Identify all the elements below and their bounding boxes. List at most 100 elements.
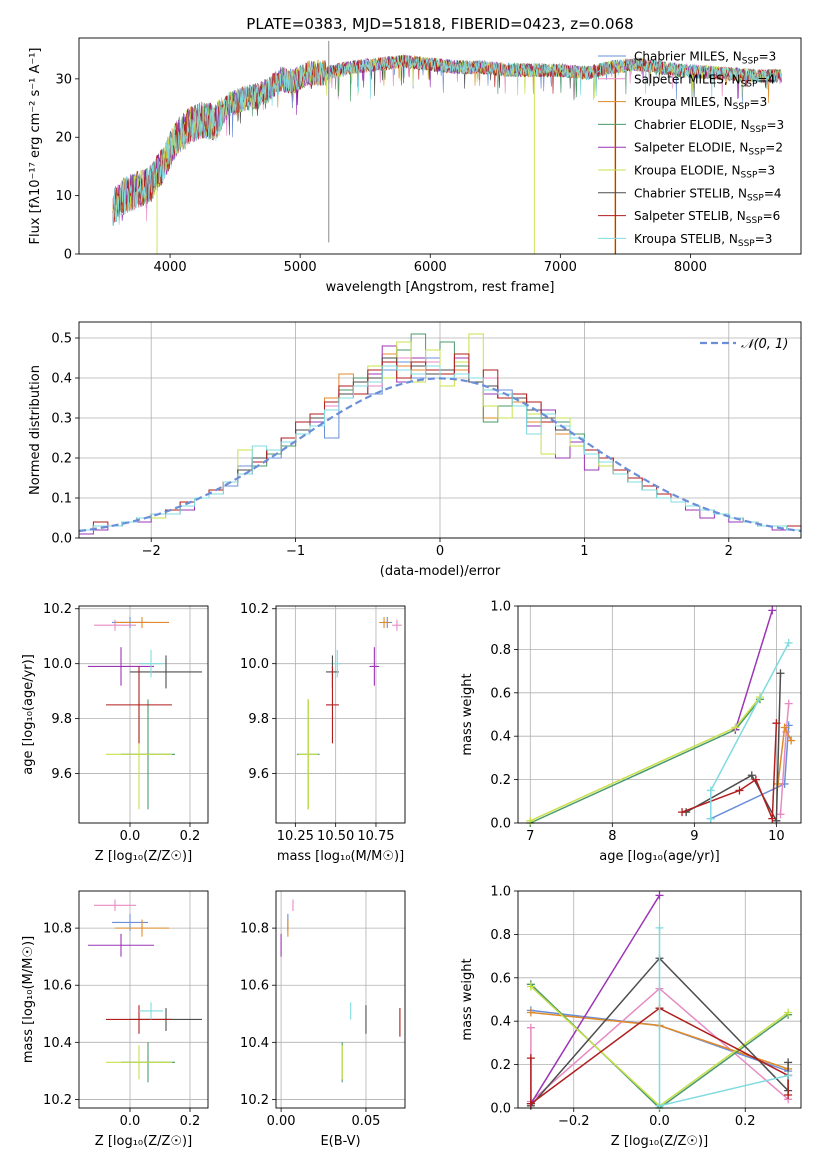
y-tick-label: 0.4	[490, 730, 511, 745]
y-tick-label: 0.1	[51, 492, 72, 507]
weight-marker	[784, 699, 793, 708]
legend-label-value: =3	[755, 232, 773, 246]
x-tick-label: 10.50	[317, 829, 354, 844]
y-tick-label: 0.8	[490, 643, 511, 658]
y-tick-label: 0.6	[490, 686, 511, 701]
weight-marker	[772, 719, 781, 728]
weight-marker	[784, 1058, 793, 1067]
weight-marker	[776, 810, 785, 819]
weight-marker	[655, 923, 664, 932]
legend-label-name: Chabrier MILES, N	[634, 50, 742, 64]
x-axis-label: Z [log₁₀(Z/Z☉)]	[95, 1134, 192, 1149]
legend-label-sub: SSP	[742, 57, 759, 67]
y-tick-label: 10.4	[43, 1036, 72, 1051]
weight-vs-metallicity-panel: −0.2 0.0 0.2 0.0 0.2 0.4 0.6 0.8 1.0 Z [log₁₀(Z/Z…	[460, 885, 802, 1149]
axes-frame	[78, 321, 802, 539]
x-tick-label: 1	[580, 544, 588, 559]
y-tick-label: 1.0	[490, 885, 511, 900]
legend-label-name: Salpeter ELODIE, N	[634, 141, 748, 155]
legend-label-value: =2	[765, 141, 783, 155]
legend-label: Chabrier STELIB, NSSP=4	[634, 186, 782, 203]
x-tick-label: 9	[690, 829, 698, 844]
weight-vs-age-panel: 7 8 9 10 0.0 0.2 0.4 0.6 0.8 1.0 age [log₁₀(age/yr…	[460, 600, 802, 864]
weight-marker	[772, 816, 781, 825]
spectrum-line	[112, 55, 782, 226]
y-tick-label: 9.6	[248, 767, 269, 782]
x-axis-label: wavelength [Angstrom, rest frame]	[326, 280, 555, 295]
legend-label-sub: SSP	[733, 102, 750, 112]
y-axis-label: Flux [fλ10⁻¹⁷ erg cm⁻² s⁻¹ A⁻¹]	[28, 48, 43, 245]
y-tick-label: 10.2	[43, 602, 72, 617]
y-axis-label: mass [log₁₀(M/M☉)]	[21, 936, 36, 1063]
y-tick-label: 10.4	[240, 1036, 269, 1051]
weight-marker	[655, 891, 664, 900]
y-tick-label: 0.0	[490, 1102, 511, 1117]
legend-label-value: =3	[757, 164, 775, 178]
y-tick-label: 10.2	[240, 1093, 269, 1108]
weight-marker	[787, 736, 796, 745]
x-tick-label: 0.05	[351, 1114, 380, 1129]
weight-marker	[526, 816, 535, 825]
legend-label: Chabrier MILES, NSSP=3	[634, 50, 776, 67]
x-tick-label: 8000	[674, 260, 707, 275]
y-tick-label: 9.8	[51, 712, 72, 727]
y-tick-label: 10.2	[43, 1093, 72, 1108]
y-axis-label: mass weight	[460, 673, 475, 755]
legend-label-value: =4	[764, 186, 782, 200]
legend-label: Salpeter MILES, NSSP=4	[634, 72, 775, 89]
mass-vs-extinction-panel: 0.00 0.05 10.2 10.4 10.6 10.8 E(B-V)	[240, 890, 406, 1149]
legend-label-value: =6	[763, 209, 781, 223]
weight-marker	[776, 669, 785, 678]
x-tick-label: 0.00	[267, 1114, 296, 1129]
legend-label: Chabrier ELODIE, NSSP=3	[634, 118, 784, 135]
mass-vs-metallicity-panel: 0.0 0.2 10.2 10.4 10.6 10.8 Z [log₁₀(Z/Z☉)] mas…	[21, 890, 209, 1149]
axes-frame	[78, 605, 209, 824]
legend-label-sub: SSP	[741, 79, 758, 89]
x-axis-label: (data-model)/error	[380, 564, 501, 579]
x-axis-label: Z [log₁₀(Z/Z☉)]	[95, 849, 192, 864]
y-tick-label: 0.2	[51, 452, 72, 467]
x-axis-label: age [log₁₀(age/yr)]	[599, 849, 720, 864]
y-tick-label: 0.3	[51, 412, 72, 427]
x-tick-label: 0.2	[180, 1114, 201, 1129]
legend-label-name: Salpeter STELIB, N	[634, 209, 746, 223]
x-axis-label: Z [log₁₀(Z/Z☉)]	[611, 1134, 708, 1149]
y-tick-label: 1.0	[490, 600, 511, 615]
weight-marker	[784, 1071, 793, 1080]
legend-label: Salpeter STELIB, NSSP=6	[634, 209, 780, 226]
residuals-panel: −2 −1 0 1 2 0.0 0.1 0.2 0.3 0.4 0.5 (data-model)/er…	[28, 321, 802, 579]
x-tick-label: 5000	[284, 260, 317, 275]
y-tick-label: 0.8	[490, 928, 511, 943]
weight-marker	[731, 723, 740, 732]
weight-marker	[768, 606, 777, 615]
legend-label: Kroupa MILES, NSSP=3	[634, 95, 767, 112]
legend-label: 𝒩(0, 1)	[741, 337, 788, 352]
y-tick-label: 0.2	[490, 773, 511, 788]
y-tick-label: 10.2	[240, 602, 269, 617]
legend-label-sub: SSP	[747, 193, 764, 203]
y-tick-label: 0.0	[51, 532, 72, 547]
y-tick-label: 9.6	[51, 767, 72, 782]
x-tick-label: 0.0	[649, 1114, 670, 1129]
weight-marker	[526, 1099, 535, 1108]
y-tick-label: 10.8	[240, 922, 269, 937]
weight-line	[530, 894, 661, 1105]
spectrum-panel: 4000 5000 6000 7000 8000 0 10 20 30 wavelength [A…	[28, 15, 802, 295]
legend-label-sub: SSP	[741, 171, 758, 181]
legend-label-name: Kroupa STELIB, N	[634, 232, 738, 246]
y-tick-label: 0.2	[490, 1058, 511, 1073]
x-tick-label: 0.0	[120, 829, 141, 844]
x-tick-label: 10	[768, 829, 785, 844]
axes-frame	[275, 605, 406, 824]
axes-frame	[78, 890, 209, 1109]
age-vs-mass-panel: 10.25 10.50 10.75 9.6 9.8 10.0 10.2 mass [log₁₀…	[240, 602, 406, 864]
y-tick-label: 0.5	[51, 332, 72, 347]
x-tick-label: −1	[286, 544, 305, 559]
weight-marker	[784, 1008, 793, 1017]
y-tick-label: 10.8	[43, 922, 72, 937]
weight-marker	[768, 814, 777, 823]
weight-marker	[751, 775, 760, 784]
legend-label-sub: SSP	[746, 216, 763, 226]
x-tick-label: 8	[608, 829, 616, 844]
